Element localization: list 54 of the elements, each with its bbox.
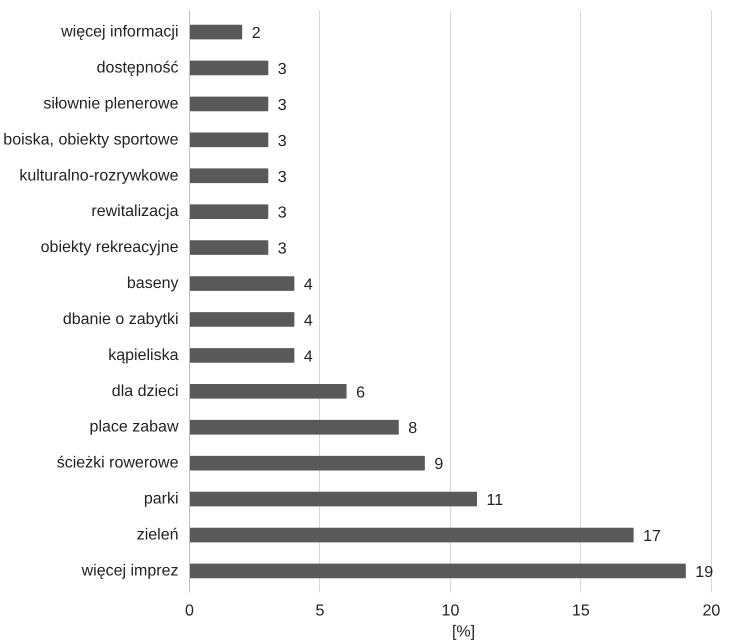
bar	[190, 96, 268, 112]
data-label: 3	[278, 204, 287, 222]
y-tick-label: więcej informacji	[60, 24, 179, 41]
data-label: 2	[252, 25, 261, 42]
y-tick-label: rewitalizacja	[91, 203, 179, 220]
data-label: 3	[278, 96, 287, 114]
data-label: 3	[278, 132, 287, 150]
bar	[190, 420, 399, 435]
y-tick-label: obiekty rekreacyjne	[40, 239, 179, 256]
x-tick-label: 20	[702, 602, 720, 620]
bar	[190, 60, 268, 76]
data-label: 3	[278, 240, 287, 258]
x-tick-label: 15	[572, 602, 590, 620]
bar	[190, 456, 425, 470]
x-axis-title: [%]	[452, 624, 476, 640]
y-tick-label: dbanie o zabytki	[62, 310, 179, 328]
y-tick-label: parki	[144, 490, 179, 508]
y-tick-label: siłownie plenerowe	[43, 95, 179, 112]
y-tick-label: baseny	[126, 275, 178, 292]
bar	[190, 564, 686, 578]
bar	[190, 492, 478, 506]
data-label: 4	[304, 312, 313, 330]
bar	[190, 384, 347, 399]
bar	[190, 24, 242, 40]
data-label: 8	[408, 420, 418, 438]
data-label: 3	[278, 60, 287, 78]
data-label: 17	[643, 528, 662, 546]
y-tick-label: dostępność	[96, 59, 179, 76]
y-tick-label: ścieżki rowerowe	[56, 454, 179, 472]
y-tick-label: więcej imprez	[80, 562, 179, 580]
data-label: 9	[434, 456, 444, 474]
y-tick-label: zieleń	[136, 526, 179, 544]
y-tick-label: dla dzieci	[112, 382, 178, 400]
data-label: 19	[695, 564, 714, 581]
data-label: 4	[304, 276, 313, 294]
bar	[190, 132, 268, 148]
data-label: 3	[278, 168, 287, 186]
x-tick-label: 10	[442, 602, 460, 620]
x-tick-label: 5	[316, 602, 325, 620]
y-tick-label: boiska, obiekty sportowe	[3, 131, 179, 148]
bar	[190, 312, 294, 327]
y-tick-label: place zabaw	[90, 418, 179, 436]
y-tick-label: kąpieliska	[108, 346, 179, 364]
bar	[190, 240, 268, 255]
data-label: 6	[356, 384, 366, 402]
y-tick-label: kulturalno-rozrywkowe	[19, 167, 179, 184]
x-tick-label: 0	[185, 602, 194, 620]
data-label: 11	[486, 492, 504, 510]
bar	[190, 348, 294, 363]
bar	[190, 168, 268, 184]
bar	[190, 528, 634, 542]
bar	[190, 204, 268, 220]
bar	[190, 276, 294, 291]
data-label: 4	[304, 348, 313, 366]
